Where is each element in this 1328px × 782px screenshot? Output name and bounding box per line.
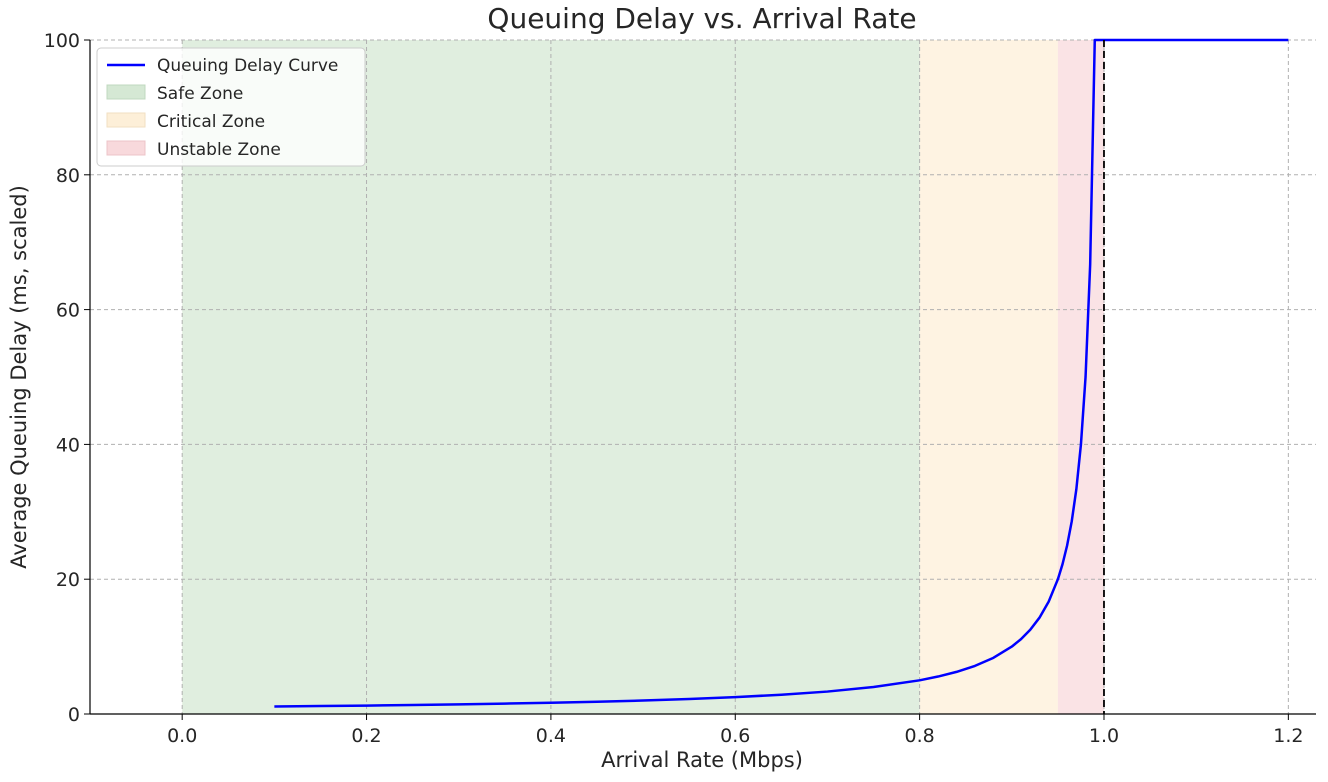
y-tick-label: 60: [56, 300, 80, 322]
legend-swatch-safe: [106, 84, 146, 100]
x-tick-label: 0.8: [905, 725, 935, 747]
chart-title: Queuing Delay vs. Arrival Rate: [487, 2, 916, 35]
x-axis-title: Arrival Rate (Mbps): [601, 748, 803, 772]
y-axis-title: Average Queuing Delay (ms, scaled): [7, 185, 31, 569]
x-tick-label: 0.4: [536, 725, 566, 747]
zone-band-unstable-zone: [1057, 40, 1104, 714]
y-axis-ticks: 0 20 40 60 80 100: [44, 30, 90, 726]
y-tick-label: 100: [44, 30, 80, 52]
x-tick-label: 0.2: [351, 725, 381, 747]
legend-swatch-unstable: [106, 140, 146, 156]
series-layer: [274, 38, 1289, 714]
y-tick-label: 20: [56, 569, 80, 591]
legend-label-safe: Safe Zone: [157, 84, 243, 104]
legend-swatch-critical: [106, 112, 146, 128]
x-tick-label: 0.0: [167, 725, 197, 747]
x-axis-ticks: 0.0 0.2 0.4 0.6 0.8 1.0 1.2: [167, 714, 1303, 747]
x-tick-label: 0.6: [720, 725, 750, 747]
x-tick-label: 1.2: [1273, 725, 1303, 747]
zone-band-critical-zone: [919, 40, 1058, 714]
axes: [89, 40, 1316, 715]
y-tick-label: 80: [56, 165, 80, 187]
legend-label-unstable: Unstable Zone: [157, 140, 281, 160]
y-tick-label: 40: [56, 434, 80, 456]
y-tick-label: 0: [68, 704, 80, 726]
series-line-queuing-delay: [274, 38, 1289, 708]
legend-label-curve: Queuing Delay Curve: [157, 56, 338, 76]
legend: Queuing Delay Curve Safe Zone Critical Z…: [96, 47, 366, 167]
legend-label-critical: Critical Zone: [157, 112, 265, 132]
x-tick-label: 1.0: [1089, 725, 1119, 747]
legend-box: [96, 47, 366, 167]
